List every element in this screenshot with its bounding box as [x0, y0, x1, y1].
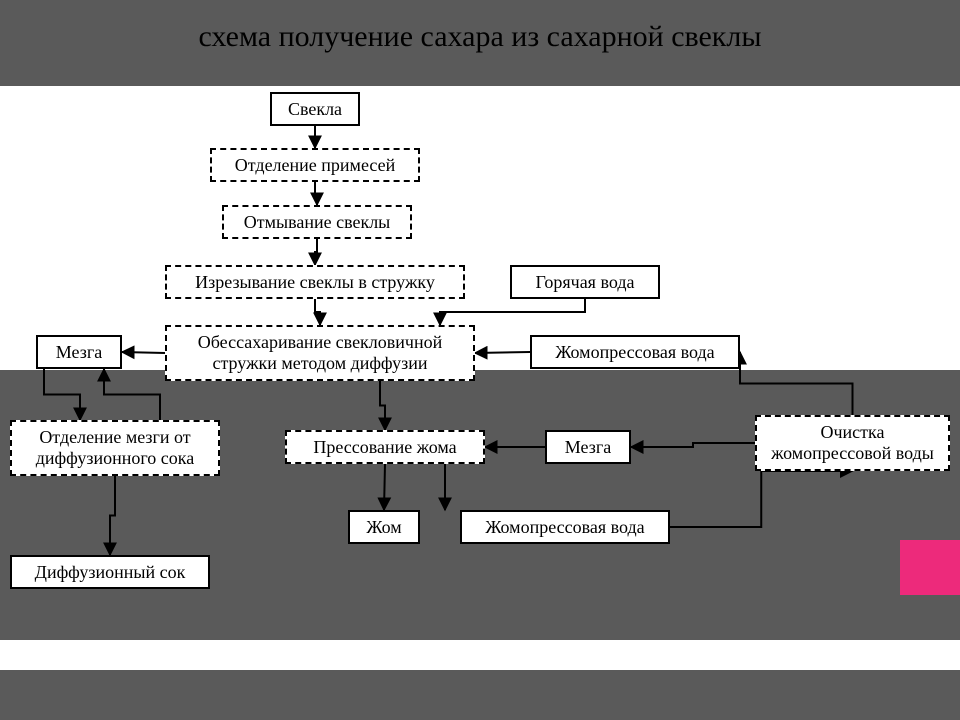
- node-zhomwater-in: Жомопрессовая вода: [530, 335, 740, 369]
- node-pressing: Прессование жома: [285, 430, 485, 464]
- diagram-stage: схема получение сахара из сахарной свекл…: [0, 0, 960, 720]
- node-mezga-right: Мезга: [545, 430, 631, 464]
- node-hotwater: Горячая вода: [510, 265, 660, 299]
- node-zhom: Жом: [348, 510, 420, 544]
- node-otd-mezgi: Отделение мезги от диффузионного сока: [10, 420, 220, 476]
- node-diffsok: Диффузионный сок: [10, 555, 210, 589]
- node-svekla: Свекла: [270, 92, 360, 126]
- node-purify: Очистка жомопрессовой воды: [755, 415, 950, 471]
- node-izrezyvanie: Изрезывание свеклы в стружку: [165, 265, 465, 299]
- node-otdelenie: Отделение примесей: [210, 148, 420, 182]
- gray-band-middle: [0, 370, 960, 640]
- page-title: схема получение сахара из сахарной свекл…: [0, 20, 960, 54]
- node-diffusion: Обессахаривание свекловичной стружки мет…: [165, 325, 475, 381]
- node-otmyvanie: Отмывание свеклы: [222, 205, 412, 239]
- pink-tab: [900, 540, 960, 595]
- node-mezga-left: Мезга: [36, 335, 122, 369]
- gray-band-bottom: [0, 670, 960, 720]
- node-zhomwater-out: Жомопрессовая вода: [460, 510, 670, 544]
